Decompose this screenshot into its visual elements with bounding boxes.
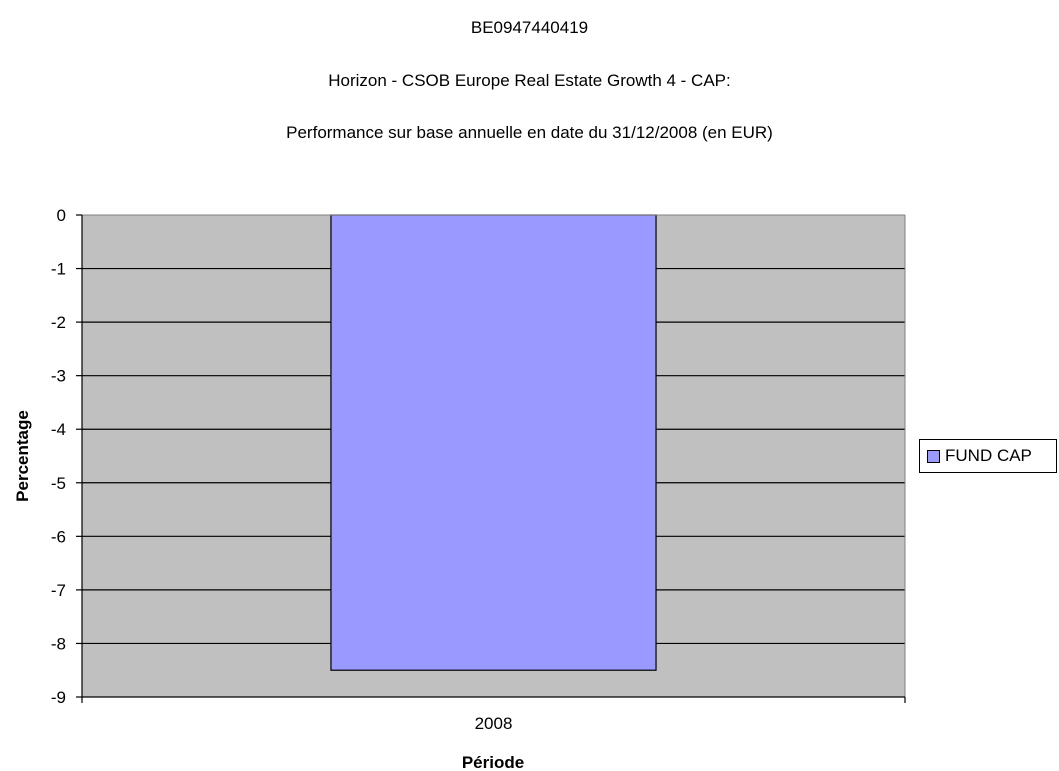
legend-swatch [927, 449, 940, 463]
y-tick-label: -3 [51, 367, 66, 386]
y-tick-label: 0 [57, 206, 66, 225]
legend: FUND CAP [919, 439, 1057, 473]
axes: 0 -1 -2 -3 -4 -5 -6 -7 -8 -9 2008 [51, 206, 906, 733]
chart-title-line-2: Horizon - CSOB Europe Real Estate Growth… [328, 71, 731, 90]
chart-title-line-3: Performance sur base annuelle en date du… [286, 123, 773, 142]
bar [330, 214, 657, 671]
y-axis-title: Percentage [13, 410, 32, 502]
bars [330, 214, 657, 671]
y-tick-label: -6 [51, 527, 66, 546]
y-tick-label: -4 [51, 420, 66, 439]
y-tick-label: -9 [51, 688, 66, 707]
x-tick-label: 2008 [475, 714, 513, 733]
chart-title-line-1: BE0947440419 [470, 18, 589, 37]
y-tick-label: -2 [51, 313, 66, 332]
y-tick-label: -7 [51, 581, 66, 600]
legend-label: FUND CAP [945, 446, 1032, 465]
y-tick-label: -5 [51, 474, 66, 493]
x-axis-title: Période [462, 753, 524, 771]
y-tick-label: -1 [51, 260, 66, 279]
y-tick-label: -8 [51, 634, 66, 653]
